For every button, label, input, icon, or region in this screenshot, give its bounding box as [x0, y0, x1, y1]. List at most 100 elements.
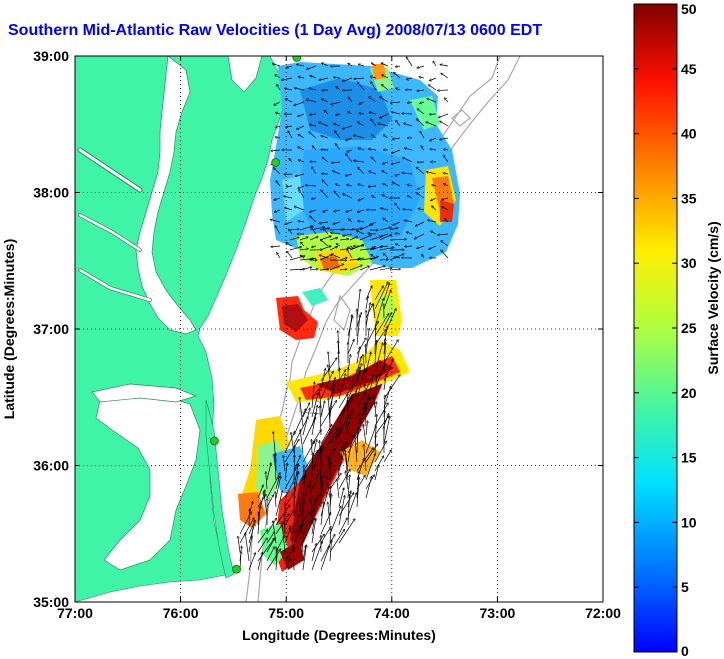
y-axis-ticks: 35:00 36:00 37:00 38:00 39:00 — [33, 48, 603, 610]
velocity-arrow — [357, 427, 358, 454]
velocity-arrow — [298, 134, 305, 139]
velocity-arrow — [374, 441, 387, 463]
velocity-arrow — [368, 149, 377, 150]
velocity-arrow — [274, 168, 281, 175]
velocity-arrow — [328, 365, 331, 382]
velocity-arrow — [369, 236, 381, 241]
velocity-arrow — [285, 88, 293, 91]
velocity-arrow — [321, 190, 329, 199]
velocity-arrow — [257, 530, 268, 544]
velocity-arrow — [274, 197, 281, 200]
velocity-arrow — [407, 102, 413, 103]
velocity-arrow — [284, 471, 299, 499]
y-tick-label: 36:00 — [33, 458, 69, 474]
velocity-arrow — [383, 416, 390, 445]
velocity-arrow — [299, 500, 304, 526]
velocity-arrow — [431, 197, 437, 201]
velocity-arrow — [347, 393, 348, 418]
velocity-arrow — [389, 254, 404, 261]
velocity-arrow — [339, 368, 340, 391]
velocity-arrow — [365, 374, 374, 391]
velocity-arrow — [349, 245, 364, 251]
velocity-arrow — [383, 450, 391, 463]
velocity-arrow — [349, 228, 363, 231]
x-axis-label: Longitude (Degrees:Minutes) — [242, 627, 436, 643]
velocity-arrow — [322, 180, 329, 187]
velocity-arrow — [374, 282, 388, 310]
velocity-arrow — [275, 113, 281, 114]
velocity-arrow — [383, 218, 389, 223]
velocity-arrow — [358, 64, 365, 67]
velocity-arrow — [258, 512, 259, 526]
velocity-arrow — [334, 191, 341, 199]
velocity-arrow — [288, 131, 293, 139]
velocity-arrow — [381, 63, 389, 67]
velocity-arrow — [338, 518, 347, 535]
velocity-arrow — [294, 206, 305, 211]
velocity-arrow — [347, 391, 356, 409]
velocity-arrow — [389, 228, 398, 231]
velocity-arrow — [356, 407, 366, 427]
map-plot-area — [75, 56, 603, 602]
velocity-arrow — [277, 84, 281, 91]
velocity-arrow — [428, 85, 437, 91]
velocity-arrow — [389, 269, 400, 270]
velocity-arrow — [402, 113, 413, 114]
velocity-arrow — [379, 247, 394, 251]
velocity-arrow — [339, 431, 340, 445]
velocity-arrow — [379, 227, 391, 231]
river-potomac-water — [78, 148, 142, 192]
delaware-bay — [227, 56, 263, 93]
velocity-arrow — [374, 402, 376, 418]
velocity-arrow — [264, 492, 268, 517]
velocity-arrow — [417, 65, 425, 68]
velocity-arrow — [282, 77, 293, 80]
velocity-arrow — [275, 491, 282, 517]
velocity-arrow — [329, 238, 338, 241]
velocity-arrow — [339, 239, 349, 240]
velocity-arrow — [324, 110, 329, 115]
velocity-arrow — [383, 339, 385, 355]
velocity-arrow — [395, 244, 401, 247]
velocity-arrow — [426, 172, 437, 175]
velocity-arrow — [273, 521, 277, 544]
velocity-arrow — [327, 477, 331, 499]
velocity-arrow — [332, 162, 341, 163]
velocity-arrow — [289, 237, 299, 241]
velocity-arrow — [331, 233, 341, 234]
velocity-arrow — [349, 236, 358, 241]
velocity-arrow — [285, 99, 293, 103]
velocity-arrow — [347, 430, 348, 445]
velocity-arrow — [300, 397, 304, 427]
velocity-arrow — [359, 235, 372, 241]
velocity-arrow — [239, 518, 254, 544]
velocity-arrow — [345, 453, 349, 481]
velocity-arrow — [335, 144, 341, 151]
velocity-arrow — [298, 147, 305, 151]
pamlico-sound — [95, 391, 201, 571]
velocity-arrow — [383, 313, 392, 328]
velocity-arrow — [319, 246, 331, 251]
velocity-arrow — [372, 196, 377, 199]
velocity-arrow — [298, 185, 305, 189]
velocity-arrow — [390, 102, 401, 103]
velocity-arrow — [441, 73, 449, 79]
velocity-arrow — [322, 63, 329, 67]
velocity-arrow — [395, 233, 401, 234]
colorbar-tick-label: 30 — [681, 255, 697, 271]
y-tick-label: 37:00 — [33, 321, 69, 337]
velocity-arrow — [443, 149, 449, 150]
velocity-arrow — [294, 455, 295, 481]
velocity-arrow — [329, 429, 341, 454]
velocity-arrow — [338, 469, 350, 490]
velocity-arrow — [382, 171, 389, 175]
velocity-arrow — [322, 157, 329, 163]
velocity-arrow — [371, 157, 377, 163]
velocity-arrow — [310, 114, 317, 115]
velocity-arrow — [245, 533, 250, 562]
velocity-arrow — [404, 220, 413, 223]
velocity-arrow — [333, 77, 341, 78]
velocity-arrow — [369, 266, 385, 271]
velocity-arrow — [379, 235, 392, 241]
